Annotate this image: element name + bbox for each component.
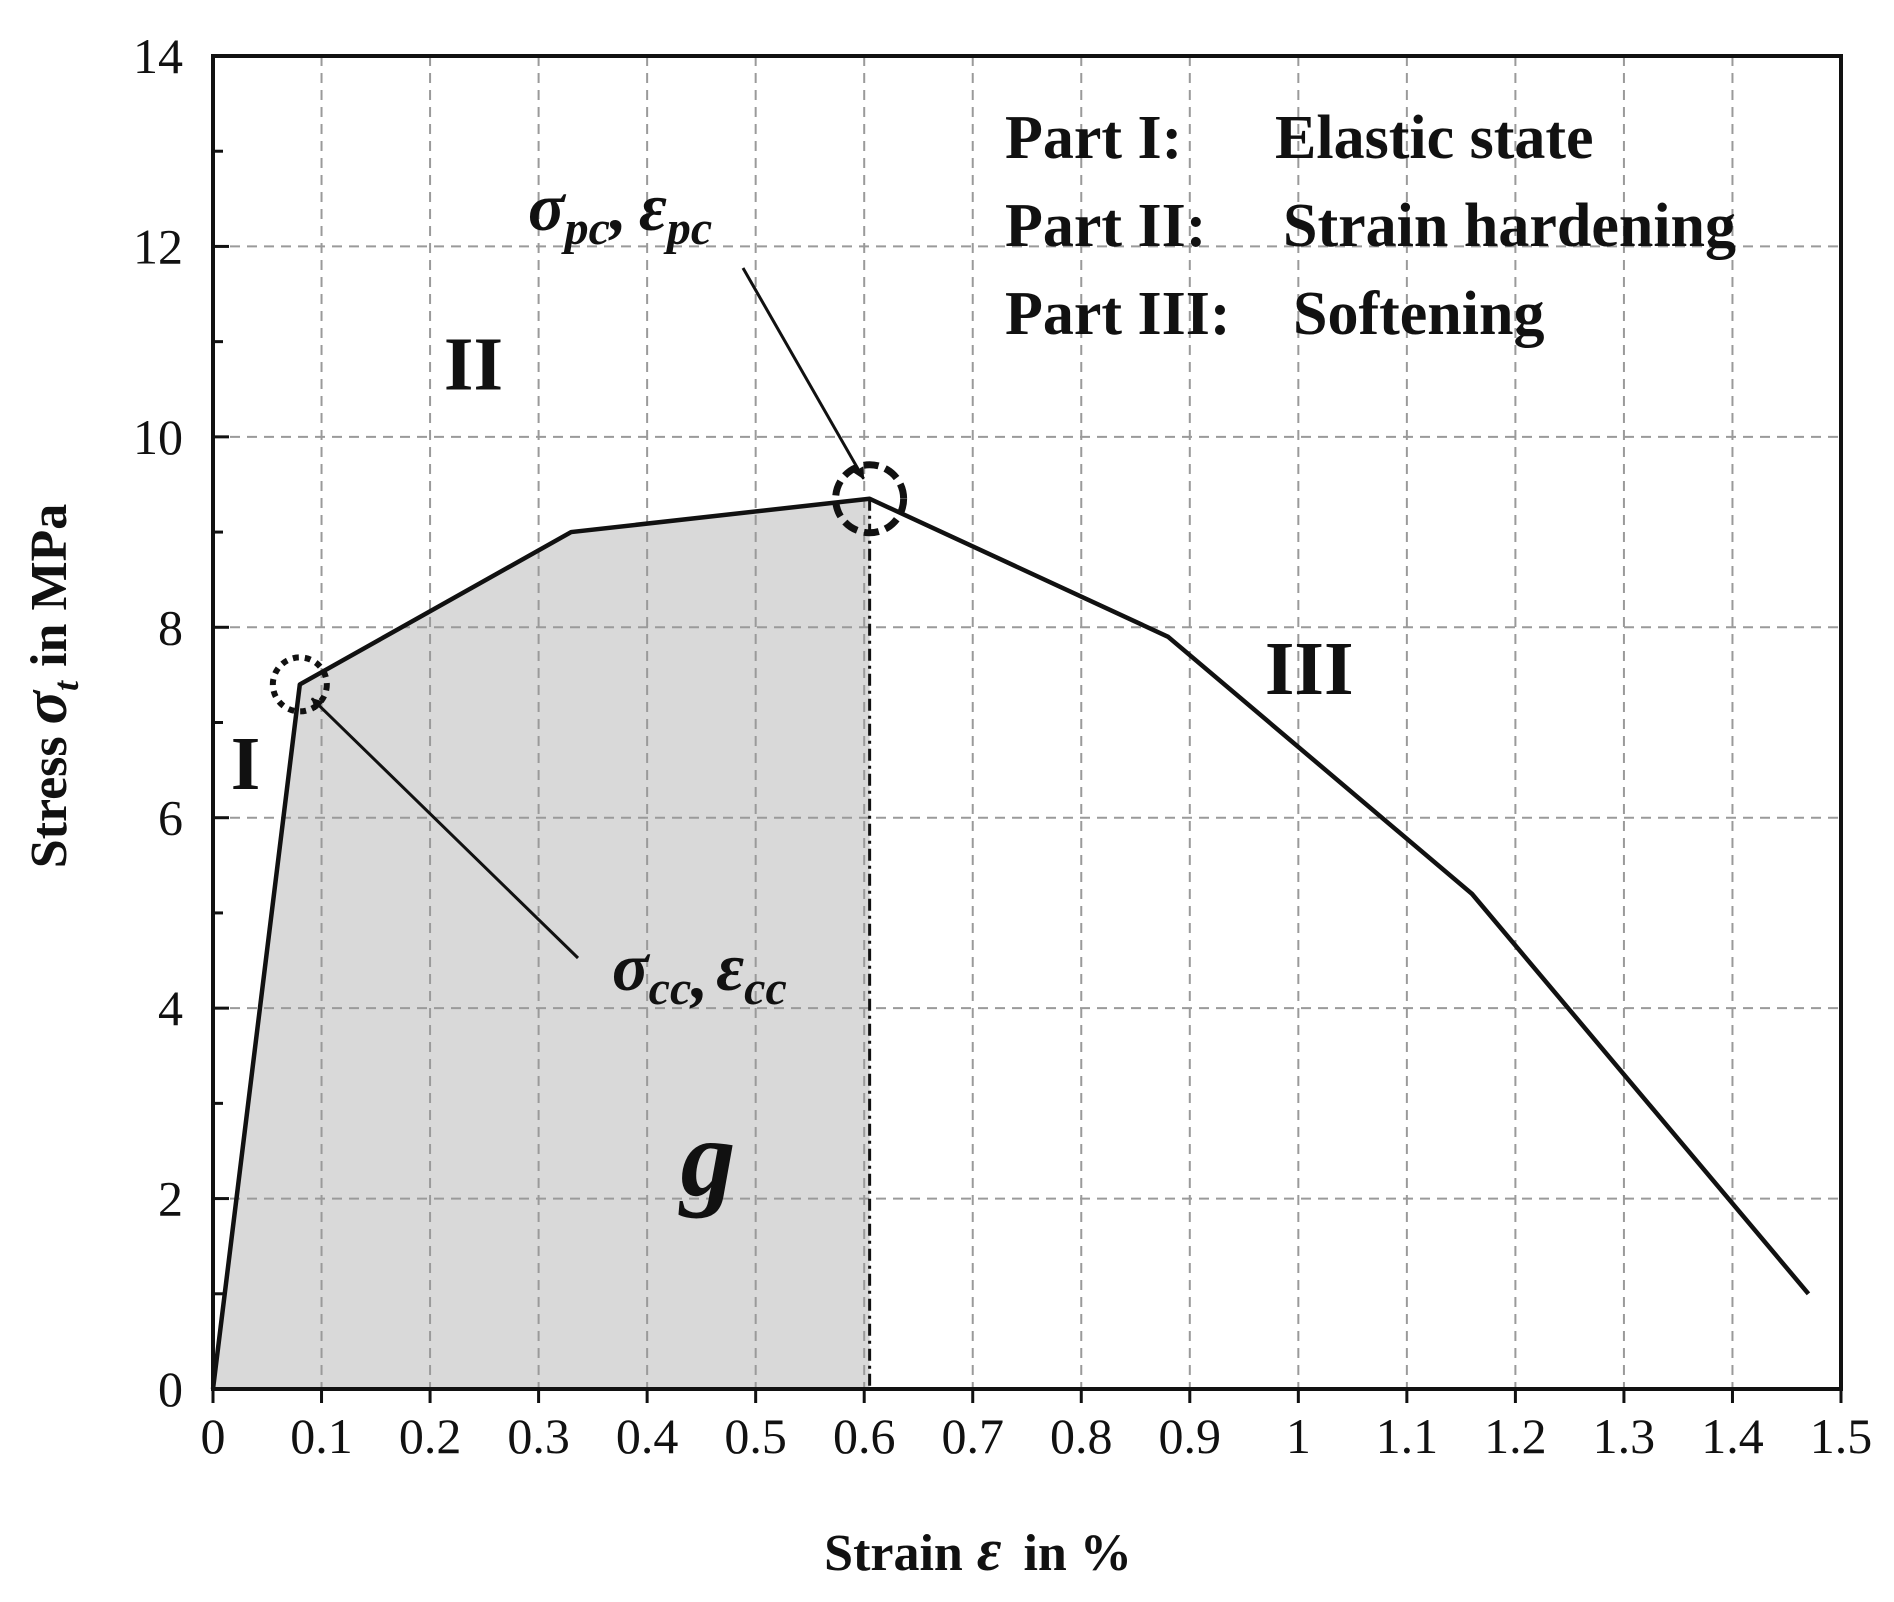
x-tick-label-14: 1.4: [1701, 1408, 1764, 1464]
y-tick-label-0: 0: [158, 1361, 183, 1417]
x-tick-label-11: 1.1: [1376, 1408, 1439, 1464]
x-axis-ticks: [211, 1389, 1843, 1403]
y-axis-unit: in MPa: [21, 504, 78, 667]
x-tick-label-7: 0.7: [941, 1408, 1004, 1464]
cracking-point-marker: [269, 654, 330, 715]
y-axis-ticks: [213, 54, 229, 1391]
cracking-sigma: σ: [612, 929, 651, 1005]
y-tick-label-2: 4: [158, 980, 183, 1036]
x-tick-label-9: 0.9: [1159, 1408, 1222, 1464]
x-tick-label-5: 0.5: [724, 1408, 787, 1464]
cracking-point-arrow: [310, 697, 580, 960]
x-tick-label-10: 1: [1286, 1408, 1311, 1464]
x-axis-title-text: Strain: [824, 1525, 963, 1582]
y-axis-tick-labels: 0 2 4 6 8 10 12 14: [133, 28, 183, 1417]
x-tick-label-12: 1.2: [1484, 1408, 1547, 1464]
cracking-eps: ε: [716, 929, 744, 1005]
x-axis-unit: in %: [1023, 1525, 1131, 1582]
y-tick-label-7: 14: [133, 28, 183, 84]
y-axis-title-text: Stress: [21, 736, 78, 868]
x-axis-title: Strain ε in %: [824, 1517, 1132, 1583]
y-tick-label-1: 2: [158, 1171, 183, 1227]
peak-eps-sub: pc: [663, 202, 712, 255]
peak-separator: ,: [608, 169, 627, 245]
x-tick-label-1: 0.1: [290, 1408, 353, 1464]
region-label-elastic: I: [231, 722, 261, 806]
y-tick-label-4: 8: [158, 599, 183, 655]
x-tick-label-3: 0.3: [507, 1408, 570, 1464]
peak-point-arrow: [741, 267, 865, 480]
strain-symbol: ε: [977, 1517, 1002, 1583]
legend-part-2: Part II:: [1005, 192, 1206, 260]
x-tick-label-8: 0.8: [1050, 1408, 1113, 1464]
x-tick-label-2: 0.2: [399, 1408, 462, 1464]
x-tick-label-0: 0: [201, 1408, 226, 1464]
x-tick-label-15: 1.5: [1810, 1408, 1873, 1464]
shaded-area-label: g: [678, 1097, 736, 1219]
legend-desc-1: Elastic state: [1275, 104, 1594, 172]
y-tick-label-6: 12: [133, 218, 183, 274]
peak-eps: ε: [639, 169, 667, 245]
legend-desc-3: Softening: [1293, 280, 1544, 348]
region-label-hardening: II: [444, 322, 503, 406]
legend: Part I: Elastic state Part II: Strain ha…: [1005, 104, 1736, 348]
y-tick-label-3: 6: [158, 790, 183, 846]
stress-strain-curve: [210, 496, 1811, 1390]
x-tick-label-13: 1.3: [1593, 1408, 1656, 1464]
x-axis-tick-labels: 0 0.1 0.2 0.3 0.4 0.5 0.6 0.7 0.8 0.9 1 1.1 1.2 1.3 1.…: [201, 1408, 1873, 1464]
grid-lines: [213, 56, 1841, 1389]
fracture-energy-area: [213, 498, 870, 1389]
cracking-point-label: σcc, εcc: [612, 929, 787, 1015]
y-tick-label-5: 10: [133, 409, 183, 465]
region-label-softening: III: [1265, 627, 1354, 711]
legend-desc-2: Strain hardening: [1283, 192, 1736, 260]
cracking-sigma-sub: cc: [649, 962, 692, 1015]
legend-part-3: Part III:: [1005, 280, 1231, 348]
cracking-separator: ,: [689, 937, 708, 1013]
peak-point-label: σpc, εpc: [528, 169, 712, 255]
stress-subscript: t: [46, 680, 86, 691]
y-axis-title: Stress σt in MPa: [12, 504, 86, 869]
stress-symbol: σ: [12, 689, 80, 724]
x-tick-label-6: 0.6: [833, 1408, 896, 1464]
legend-part-1: Part I:: [1005, 104, 1182, 172]
peak-point-marker: [832, 461, 908, 537]
x-tick-label-4: 0.4: [616, 1408, 679, 1464]
cracking-eps-sub: cc: [744, 962, 787, 1015]
peak-sigma-sub: pc: [561, 202, 610, 255]
peak-sigma: σ: [528, 169, 567, 245]
